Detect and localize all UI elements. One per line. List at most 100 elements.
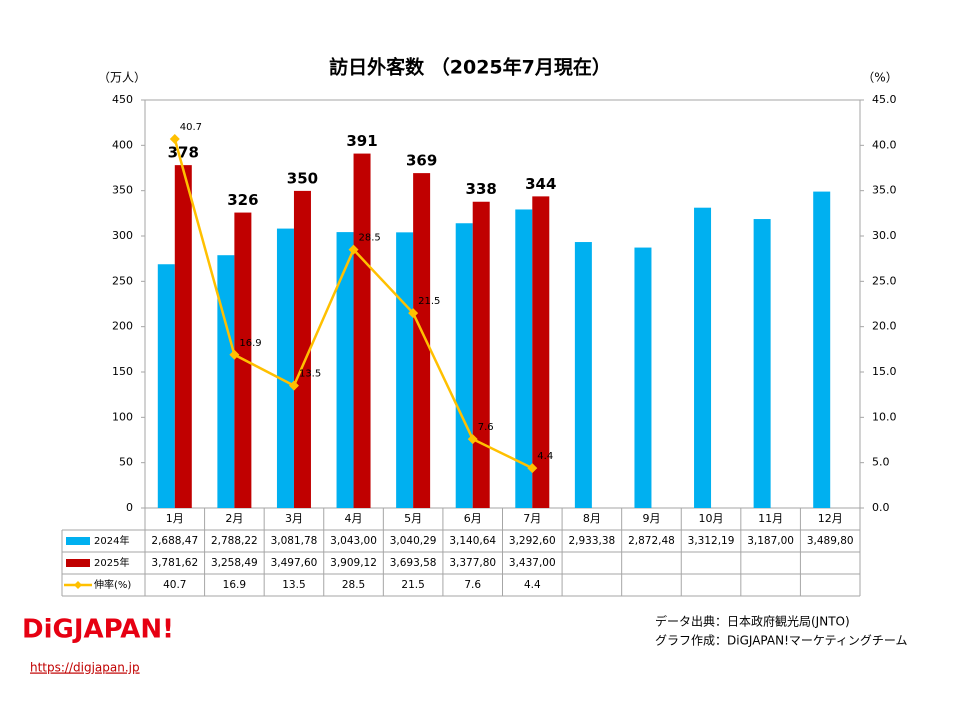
y2-tick-label: 0.0 — [872, 501, 890, 514]
bar — [753, 219, 771, 508]
logo: DiGJAPAN! — [22, 615, 174, 645]
y2-tick-label: 15.0 — [872, 365, 897, 378]
bar-label: 344 — [525, 175, 556, 193]
point-label: 28.5 — [359, 233, 381, 244]
x-tick-label: 7月 — [523, 512, 541, 525]
table-cell: 2,872,48 — [628, 535, 675, 547]
y2-tick-label: 20.0 — [872, 320, 897, 333]
table-cell: 3,781,62 — [151, 557, 198, 569]
table-cell: 3,693,58 — [390, 557, 437, 569]
table-cell: 28.5 — [342, 579, 365, 591]
bar — [293, 190, 311, 508]
legend-key — [66, 537, 90, 545]
table-cell: 3,187,00 — [747, 535, 794, 547]
table-cell: 3,040,29 — [390, 535, 437, 547]
y-tick-label: 0 — [126, 501, 133, 514]
bar-label: 338 — [466, 180, 497, 198]
legend-label: 2025年 — [94, 556, 129, 569]
x-tick-label: 4月 — [345, 512, 363, 525]
table-cell: 3,258,49 — [211, 557, 258, 569]
y2-tick-label: 30.0 — [872, 229, 897, 242]
chart-title: 訪日外客数 （2025年7月現在） — [329, 56, 611, 79]
plot-frame — [144, 99, 861, 509]
point-label: 21.5 — [418, 296, 440, 307]
table-cell: 3,377,80 — [449, 557, 496, 569]
table-cell: 3,043,00 — [330, 535, 377, 547]
bar — [336, 232, 354, 509]
table-cell: 3,292,60 — [509, 535, 556, 547]
y2-tick-label: 5.0 — [872, 456, 890, 469]
x-tick-label: 6月 — [464, 512, 482, 525]
y-tick-label: 50 — [119, 456, 133, 469]
table-cell: 4.4 — [524, 579, 541, 591]
point-label: 4.4 — [537, 451, 553, 462]
y-axis-label: （万人） — [98, 71, 146, 85]
bar — [472, 201, 490, 508]
line-marker — [408, 308, 419, 319]
x-tick-label: 11月 — [758, 512, 783, 525]
table-cell: 21.5 — [401, 579, 424, 591]
table-cell: 3,909,12 — [330, 557, 377, 569]
x-tick-label: 1月 — [166, 512, 184, 525]
line-marker — [467, 434, 478, 445]
y-tick-label: 450 — [112, 93, 133, 106]
y-tick-label: 100 — [112, 410, 133, 423]
point-label: 13.5 — [299, 369, 321, 380]
credit: グラフ作成：DiGJAPAN!マーケティングチーム — [655, 634, 908, 648]
table-cell: 3,312,19 — [688, 535, 735, 547]
bar — [694, 207, 712, 509]
y-tick-label: 400 — [112, 138, 133, 151]
bar-label: 350 — [287, 169, 318, 187]
line-marker — [229, 349, 240, 360]
table-cell: 3,140,64 — [449, 535, 496, 547]
table-cell: 2,688,47 — [151, 535, 198, 547]
table-cell: 3,489,80 — [807, 535, 854, 547]
legend-label: 2024年 — [94, 534, 129, 547]
y-tick-label: 300 — [112, 229, 133, 242]
legend-label: 伸率(%) — [94, 578, 131, 591]
table-cell: 2,933,38 — [568, 535, 615, 547]
x-tick-label: 8月 — [583, 512, 601, 525]
x-tick-label: 5月 — [404, 512, 422, 525]
bar — [634, 247, 652, 508]
y2-tick-label: 25.0 — [872, 274, 897, 287]
y-tick-label: 200 — [112, 320, 133, 333]
y2-tick-label: 40.0 — [872, 138, 897, 151]
line-marker — [288, 380, 299, 391]
line-marker — [527, 463, 538, 474]
table-cell: 7.6 — [464, 579, 481, 591]
point-label: 16.9 — [239, 338, 261, 349]
y2-axis-label: （%） — [862, 71, 897, 85]
bar-label: 326 — [227, 191, 258, 209]
bar — [574, 242, 592, 508]
bar — [515, 209, 533, 508]
bar — [157, 264, 175, 508]
bar — [413, 173, 431, 508]
table-cell: 40.7 — [163, 579, 186, 591]
legend-key — [74, 581, 82, 589]
x-tick-label: 10月 — [699, 512, 724, 525]
x-tick-label: 12月 — [818, 512, 843, 525]
bar — [353, 153, 371, 508]
source: データ出典：日本政府観光局(JNTO) — [655, 614, 850, 629]
line-marker — [348, 244, 359, 255]
line-marker — [169, 133, 180, 144]
y-tick-label: 150 — [112, 365, 133, 378]
url[interactable]: https://digjapan.jp — [30, 661, 140, 675]
x-tick-label: 3月 — [285, 512, 303, 525]
table-cell: 2,788,22 — [211, 535, 258, 547]
bar — [174, 165, 192, 508]
bar — [396, 232, 414, 508]
y-tick-label: 350 — [112, 184, 133, 197]
y-tick-label: 250 — [112, 274, 133, 287]
y2-tick-label: 10.0 — [872, 410, 897, 423]
bar — [276, 228, 294, 509]
bar — [532, 196, 550, 508]
bar — [455, 223, 473, 508]
point-label: 40.7 — [180, 122, 202, 133]
legend-key — [66, 559, 90, 567]
bar — [217, 255, 235, 508]
table-cell: 16.9 — [223, 579, 246, 591]
table-cell: 3,081,78 — [271, 535, 318, 547]
